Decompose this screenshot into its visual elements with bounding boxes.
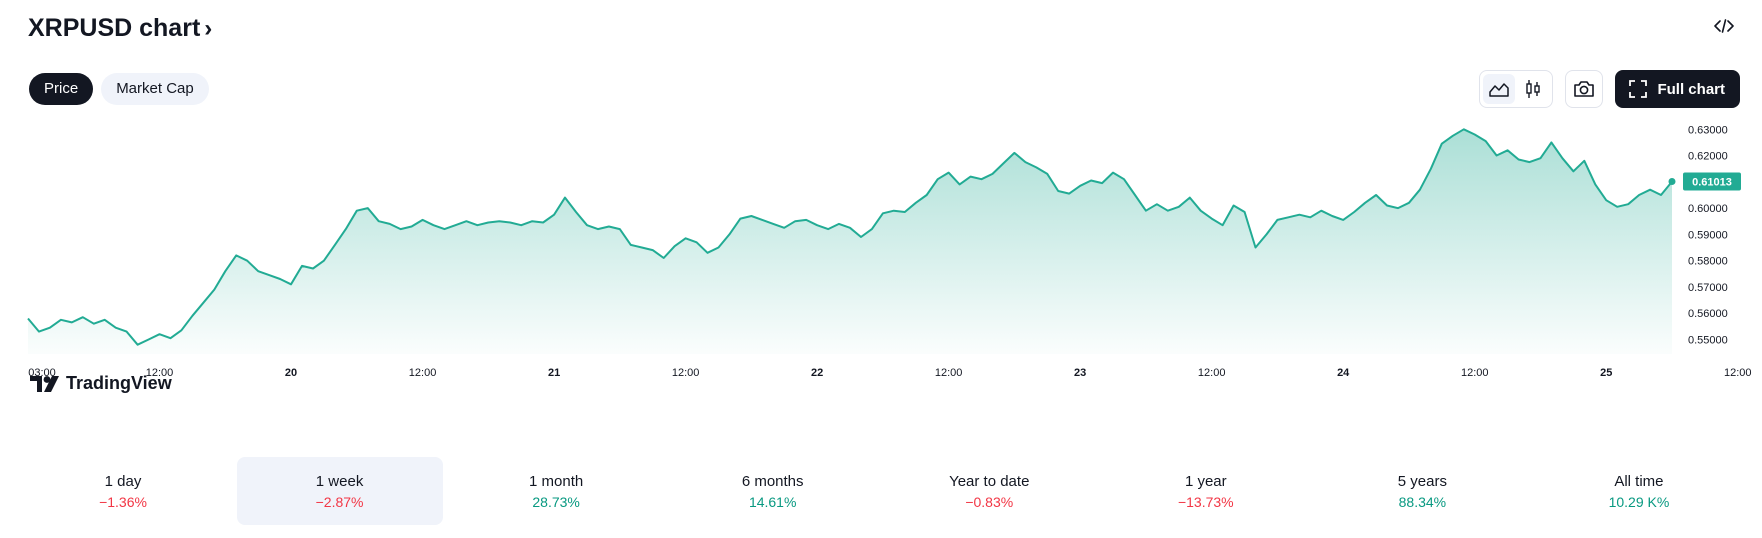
tradingview-logo-text: TradingView (66, 373, 172, 393)
period-6-months[interactable]: 6 months 14.61% (670, 457, 876, 525)
period-label: 1 month (529, 472, 584, 490)
area-chart-button[interactable] (1483, 74, 1516, 104)
y-tick-label: 0.63000 (1688, 124, 1728, 136)
full-chart-button[interactable]: Full chart (1615, 70, 1740, 108)
x-tick-label: 20 (285, 367, 297, 379)
x-tick-label: 12:00 (409, 367, 437, 379)
y-tick-label: 0.57000 (1688, 282, 1728, 294)
area-chart-icon (1489, 83, 1510, 97)
period-change: 28.73% (532, 493, 580, 510)
chart-type-tabs: Price Market Cap (29, 73, 209, 105)
last-price-dot (1668, 177, 1676, 185)
period-all-time[interactable]: All time 10.29 K% (1536, 457, 1742, 525)
period-label: 6 months (741, 472, 804, 490)
x-tick-label: 22 (811, 367, 823, 379)
x-tick-label: 12:00 (1724, 367, 1752, 379)
period-change: −2.87% (315, 493, 364, 510)
x-tick-label: 25 (1600, 367, 1612, 379)
chart-style-toggle (1479, 70, 1554, 108)
candlestick-button[interactable] (1517, 74, 1549, 104)
price-chart[interactable]: 0.55000 0.56000 0.57000 0.58000 0.59000 0.600… (0, 118, 1762, 428)
period-1-week[interactable]: 1 week −2.87% (236, 457, 443, 525)
x-tick-label: 12:00 (1198, 367, 1226, 379)
period-5-years[interactable]: 5 years 88.34% (1319, 457, 1525, 525)
period-change: −13.73% (1177, 493, 1234, 510)
x-axis: 03:00 12:00 20 12:00 21 12:00 22 12:00 23 12:00 24… (28, 367, 1751, 379)
period-year-to-date[interactable]: Year to date −0.83% (886, 457, 1092, 525)
tradingview-logo-icon (30, 375, 59, 392)
period-label: 5 years (1397, 472, 1447, 490)
price-area (28, 129, 1672, 354)
period-label: 1 day (104, 472, 142, 490)
period-change: 14.61% (748, 493, 797, 510)
y-tick-label: 0.62000 (1688, 151, 1728, 163)
x-tick-label: 12:00 (1461, 367, 1489, 379)
period-change: −0.83% (965, 493, 1014, 510)
period-1-year[interactable]: 1 year −13.73% (1103, 457, 1309, 525)
candlestick-icon (1526, 80, 1541, 98)
chevron-right-icon: › (204, 14, 213, 42)
y-tick-label: 0.56000 (1688, 308, 1728, 320)
full-chart-label: Full chart (1657, 80, 1725, 98)
x-tick-label: 21 (548, 367, 560, 379)
x-tick-label: 12:00 (672, 367, 700, 379)
tab-price[interactable]: Price (29, 73, 94, 105)
code-icon[interactable] (1714, 18, 1734, 39)
chart-title-link[interactable]: XRPUSD chart › (28, 14, 212, 43)
x-tick-label: 23 (1074, 367, 1086, 379)
last-price-label: 0.61013 (1668, 172, 1741, 191)
x-tick-label: 24 (1337, 367, 1350, 379)
tab-market-cap[interactable]: Market Cap (101, 73, 209, 105)
chart-toolbar: Full chart (1479, 70, 1740, 108)
y-axis: 0.55000 0.56000 0.57000 0.58000 0.59000 0.600… (1688, 124, 1728, 346)
price-line (27, 128, 1673, 346)
y-tick-label: 0.59000 (1688, 229, 1728, 241)
page-title: XRPUSD chart (28, 14, 201, 42)
period-label: 1 year (1184, 472, 1227, 490)
period-change: 10.29 K% (1608, 493, 1670, 510)
period-1-month[interactable]: 1 month 28.73% (453, 457, 659, 525)
y-tick-label: 0.58000 (1688, 256, 1728, 268)
period-label: 1 week (315, 472, 364, 490)
last-price-badge (1683, 172, 1741, 191)
fullscreen-icon (1629, 80, 1648, 98)
tradingview-logo: TradingView (30, 373, 172, 394)
period-change: −1.36% (99, 493, 147, 510)
x-tick-label: 12:00 (935, 367, 963, 379)
period-1-day[interactable]: 1 day −1.36% (20, 457, 226, 525)
x-tick-label: 12:00 (146, 367, 174, 379)
y-tick-label: 0.60000 (1688, 203, 1728, 215)
period-change: 88.34% (1398, 493, 1447, 510)
period-label: All time (1614, 472, 1664, 490)
snapshot-button[interactable] (1565, 70, 1604, 108)
camera-icon (1574, 81, 1595, 97)
y-tick-label: 0.55000 (1688, 334, 1728, 346)
last-price-text: 0.61013 (1692, 176, 1732, 188)
period-performance-row: 1 day −1.36% 1 week −2.87% 1 month 28.73… (20, 457, 1742, 525)
period-label: Year to date (949, 472, 1030, 490)
